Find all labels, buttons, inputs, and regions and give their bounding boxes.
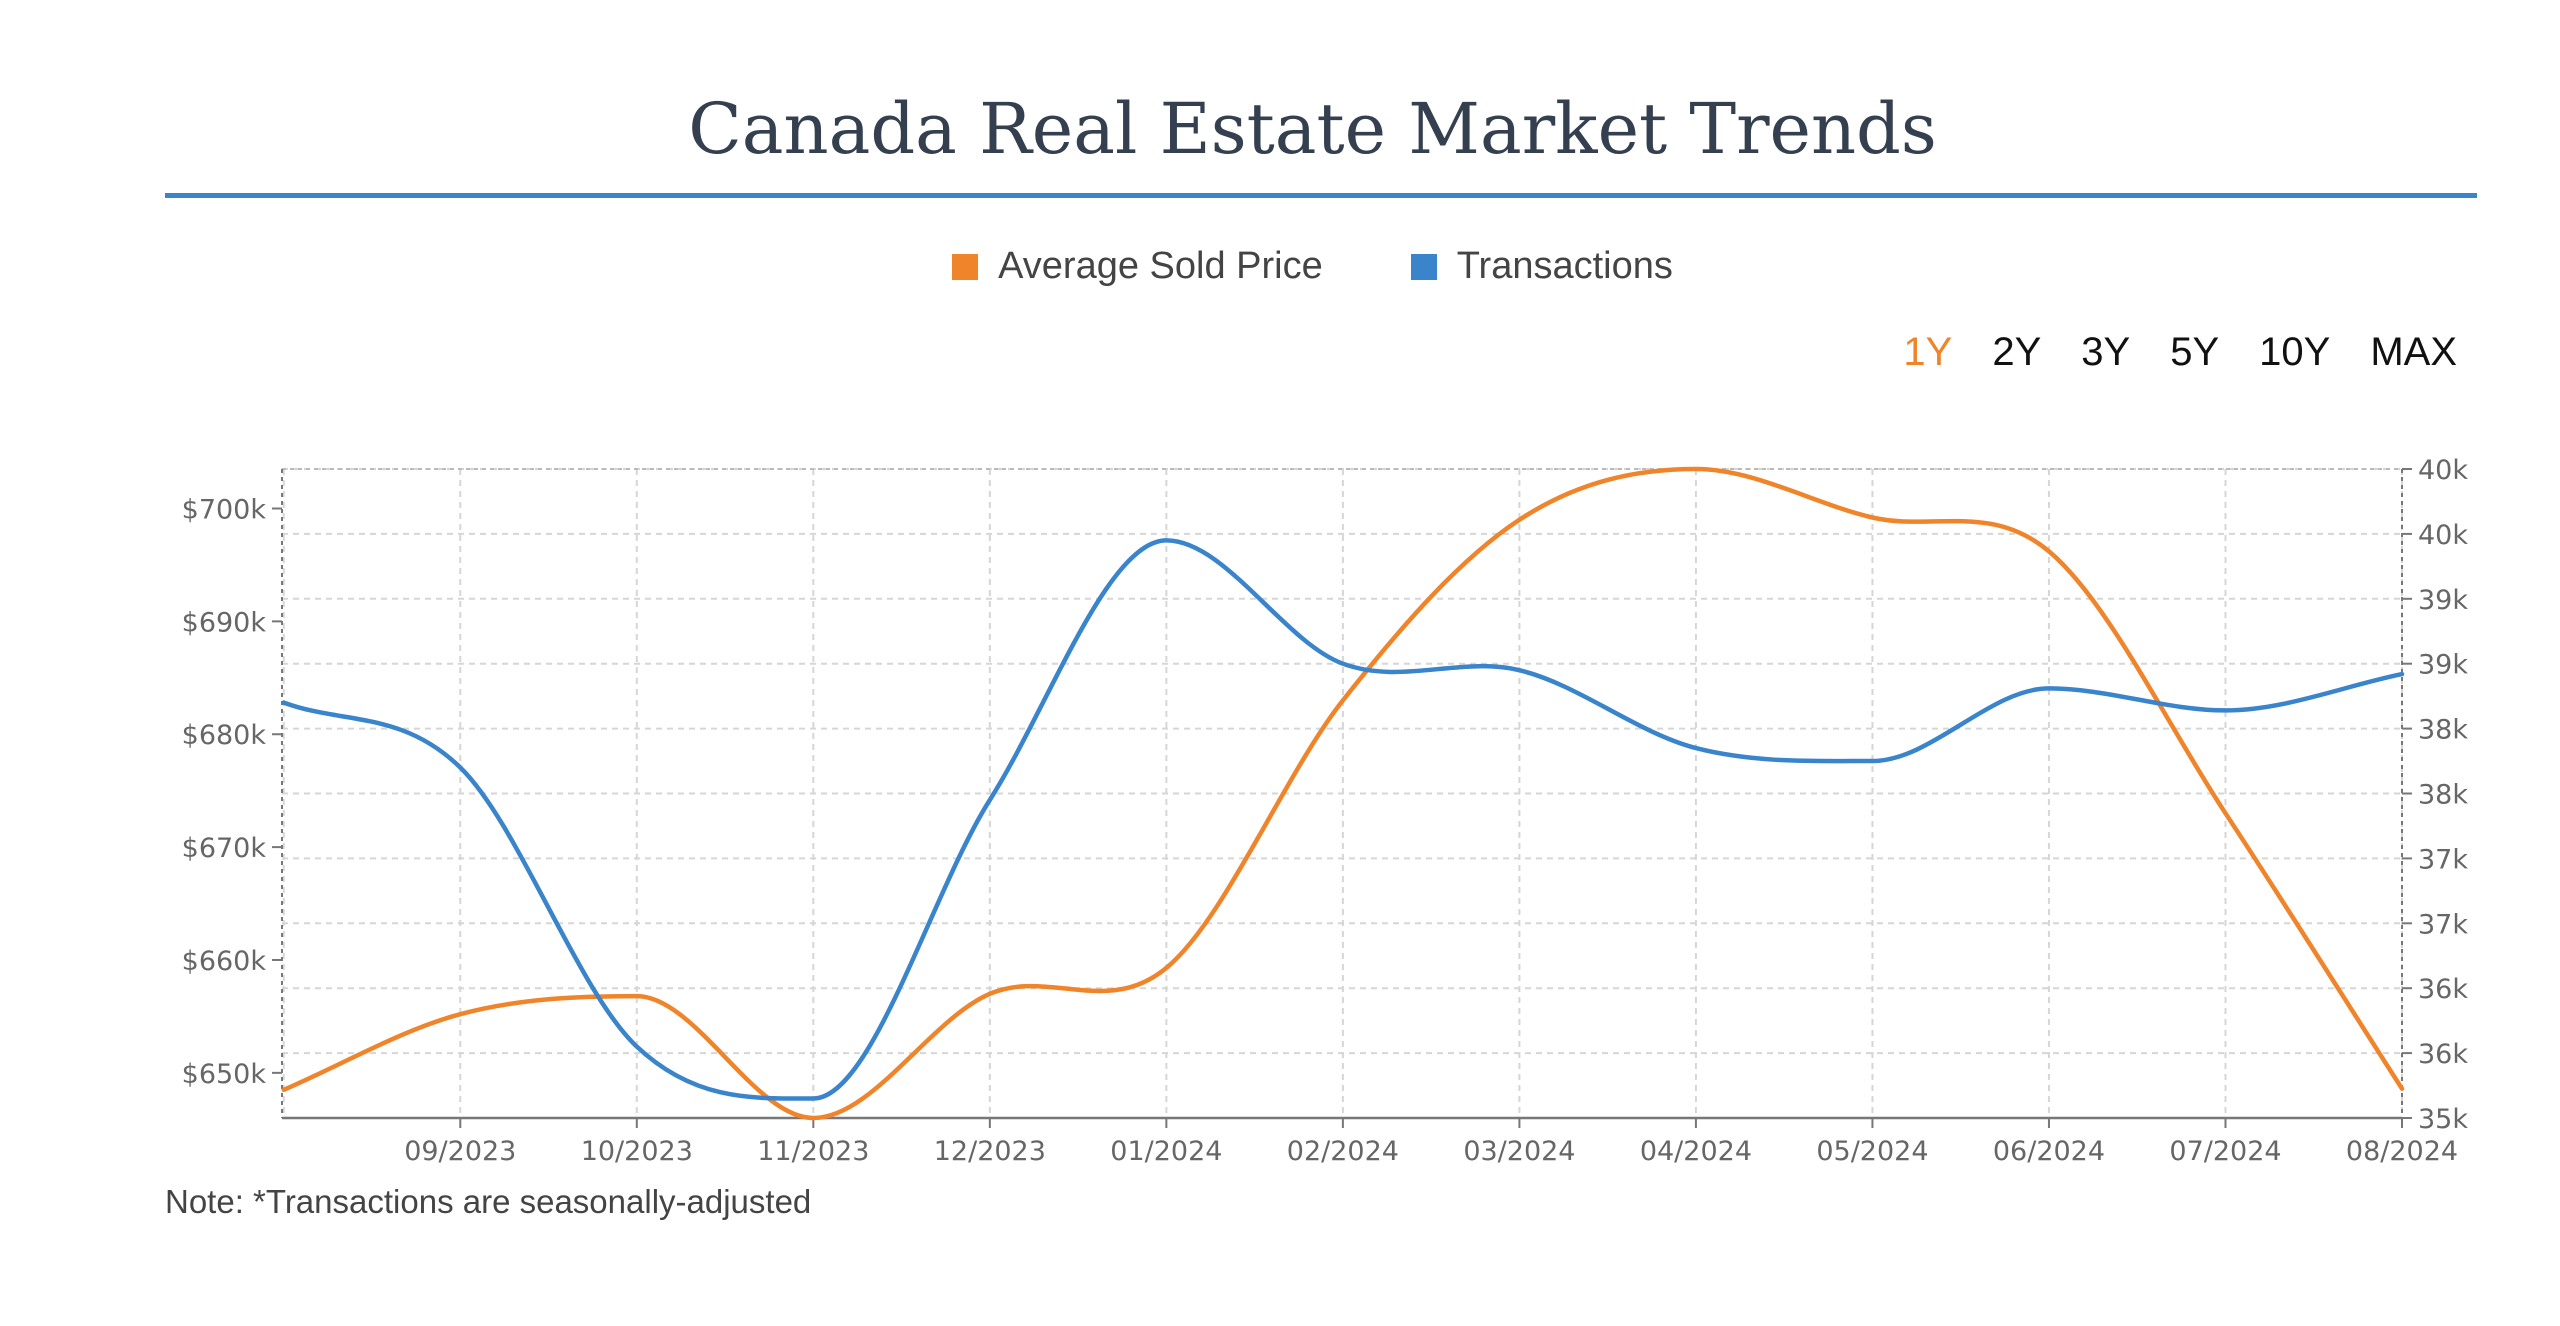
page-title: Canada Real Estate Market Trends	[688, 88, 1937, 170]
legend-label: Average Sold Price	[998, 245, 1323, 287]
x-tick-label: 11/2023	[757, 1136, 869, 1167]
footnote: Note: *Transactions are seasonally-adjus…	[165, 1183, 812, 1220]
x-tick-label: 03/2024	[1463, 1136, 1575, 1167]
range-button-max[interactable]: MAX	[2370, 330, 2457, 374]
x-tick-label: 10/2023	[581, 1136, 693, 1167]
range-button-1y[interactable]: 1Y	[1903, 330, 1953, 374]
x-tick-label: 08/2024	[2346, 1136, 2458, 1167]
y-right-tick-label: 36k	[2418, 1039, 2468, 1070]
legend-label: Transactions	[1456, 245, 1673, 287]
legend-item-average-sold-price[interactable]: Average Sold Price	[952, 245, 1323, 288]
time-range-selector: 1Y 2Y 3Y 5Y 10Y MAX	[1903, 330, 2457, 375]
range-button-3y[interactable]: 3Y	[2081, 330, 2131, 374]
y-left-tick-label: $660k	[182, 946, 267, 977]
y-right-tick-label: 40k	[2418, 455, 2468, 486]
y-right-tick-label: 37k	[2418, 909, 2468, 940]
y-right-tick-label: 38k	[2418, 715, 2468, 746]
y-right-tick-label: 36k	[2418, 974, 2468, 1005]
x-tick-label: 04/2024	[1640, 1136, 1752, 1167]
x-tick-label: 09/2023	[404, 1136, 516, 1167]
y-right-tick-label: 39k	[2418, 585, 2468, 616]
legend-swatch-blue	[1410, 253, 1437, 280]
series-line-transactions	[281, 538, 2405, 1101]
x-tick-label: 02/2024	[1287, 1136, 1399, 1167]
x-tick-label: 06/2024	[1993, 1136, 2105, 1167]
y-left-tick-label: $670k	[182, 833, 267, 864]
legend-swatch-orange	[952, 253, 979, 280]
series-line-average-sold-price	[281, 466, 2405, 1121]
x-tick-label: 07/2024	[2169, 1136, 2281, 1167]
y-right-tick-label: 37k	[2418, 844, 2468, 875]
y-left-tick-label: $680k	[182, 720, 267, 751]
y-right-tick-label: 35k	[2418, 1104, 2468, 1135]
chart-legend: Average Sold Price Transactions	[0, 245, 2560, 288]
legend-item-transactions[interactable]: Transactions	[1410, 245, 1673, 288]
y-left-tick-label: $690k	[182, 607, 267, 638]
range-button-5y[interactable]: 5Y	[2170, 330, 2220, 374]
y-right-tick-label: 39k	[2418, 650, 2468, 681]
range-button-2y[interactable]: 2Y	[1992, 330, 2042, 374]
x-tick-label: 01/2024	[1110, 1136, 1222, 1167]
range-button-10y[interactable]: 10Y	[2259, 330, 2331, 374]
y-right-tick-label: 40k	[2418, 520, 2468, 551]
y-left-tick-label: $650k	[182, 1059, 267, 1090]
x-tick-label: 05/2024	[1816, 1136, 1928, 1167]
title-divider	[165, 193, 2477, 198]
y-left-tick-label: $700k	[182, 495, 267, 526]
y-right-tick-label: 38k	[2418, 780, 2468, 811]
x-tick-label: 12/2023	[934, 1136, 1046, 1167]
